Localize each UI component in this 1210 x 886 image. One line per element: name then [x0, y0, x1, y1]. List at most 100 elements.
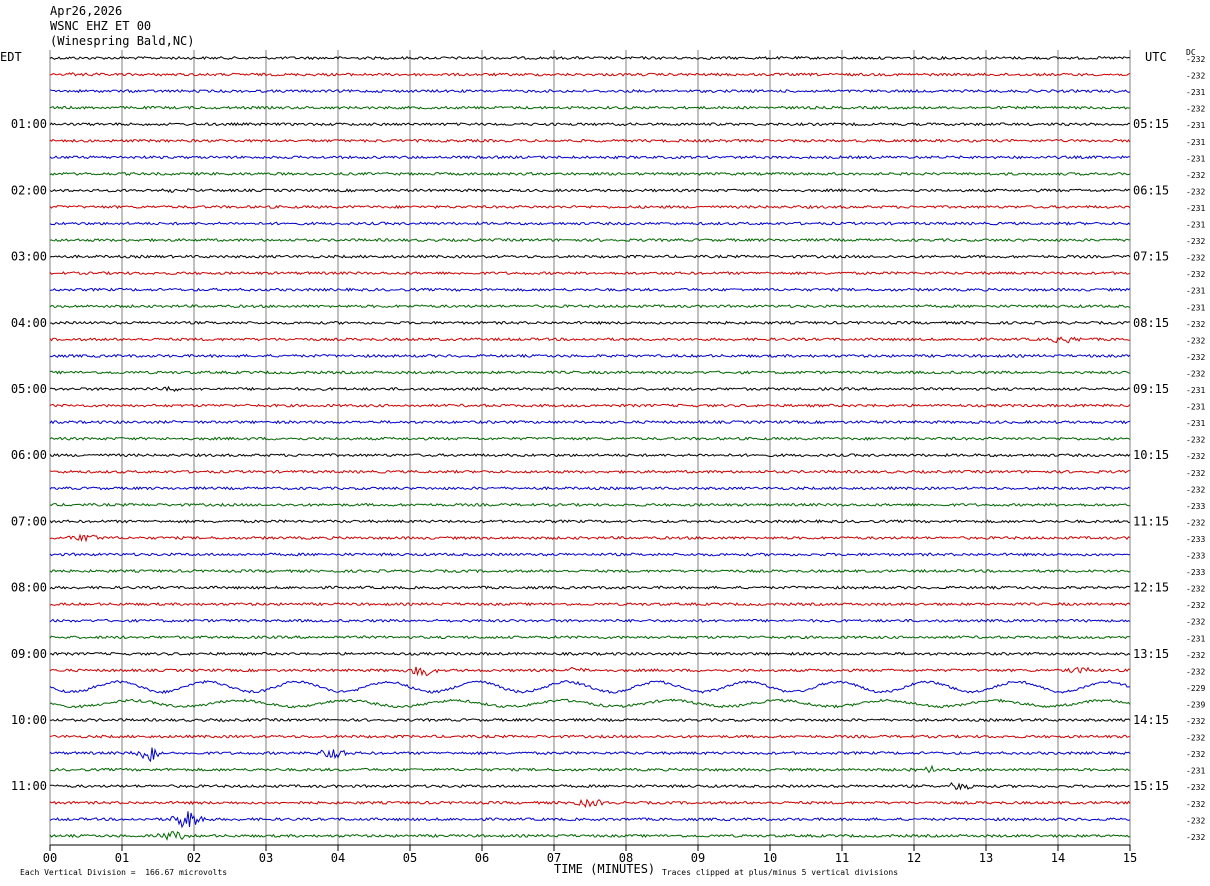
dc-offset-label: -231 [1186, 303, 1205, 312]
trace-row-40 [49, 717, 1131, 723]
hour-label-edt: 03:00 [11, 250, 47, 264]
trace-row-25 [49, 469, 1131, 474]
trace-row-13 [49, 270, 1131, 276]
x-tick-label: 03 [259, 851, 273, 865]
dc-offset-label: -232 [1186, 436, 1205, 445]
trace-row-43 [49, 764, 1131, 774]
trace-row-42 [49, 747, 1131, 763]
trace-row-18 [49, 353, 1131, 359]
hour-label-edt: 11:00 [11, 779, 47, 793]
trace-row-5 [49, 138, 1131, 143]
dc-offset-label: -231 [1186, 221, 1205, 230]
x-tick-label: 05 [403, 851, 417, 865]
trace-row-21 [49, 403, 1131, 408]
x-axis-title: TIME (MINUTES) [554, 862, 656, 876]
trace-row-23 [49, 436, 1131, 441]
dc-offset-label: -232 [1186, 800, 1205, 809]
trace-row-30 [49, 552, 1131, 557]
dc-offset-label: -232 [1186, 270, 1205, 279]
trace-row-27 [49, 502, 1131, 507]
hour-label-edt: 05:00 [11, 382, 47, 396]
hour-label-utc: 07:15 [1133, 250, 1169, 264]
trace-row-32 [49, 585, 1131, 590]
hour-label-edt: 09:00 [11, 647, 47, 661]
x-tick-label: 08 [619, 851, 633, 865]
trace-row-35 [49, 635, 1131, 640]
dc-offset-label: -231 [1186, 138, 1205, 147]
x-tick-label: 09 [691, 851, 705, 865]
trace-row-31 [49, 568, 1131, 574]
left-timezone-label: EDT [0, 50, 22, 64]
dc-offset-label: -232 [1186, 601, 1205, 610]
trace-row-4 [49, 122, 1131, 127]
trace-row-8 [49, 188, 1131, 193]
dc-offset-label: -232 [1186, 336, 1205, 345]
dc-offset-label: -232 [1186, 320, 1205, 329]
hour-label-utc: 14:15 [1133, 713, 1169, 727]
dc-offset-label: -231 [1186, 88, 1205, 97]
trace-row-33 [49, 601, 1131, 607]
hour-label-utc: 13:15 [1133, 647, 1169, 661]
x-tick-label: 07 [547, 851, 561, 865]
dc-offset-label: -231 [1186, 204, 1205, 213]
trace-row-19 [49, 370, 1131, 375]
dc-offset-label: -231 [1186, 154, 1205, 163]
dc-offset-label: -232 [1186, 452, 1205, 461]
station-code: WSNC EHZ ET 00 [50, 19, 152, 33]
trace-row-9 [49, 204, 1131, 210]
x-tick-label: 13 [979, 851, 993, 865]
scale-note: Each Vertical Division = 166.67 microvol… [20, 868, 228, 877]
hour-label-edt: 02:00 [11, 183, 47, 197]
trace-row-15 [49, 304, 1131, 309]
x-tick-label: 01 [115, 851, 129, 865]
trace-row-11 [49, 237, 1131, 243]
dc-offset-label: -232 [1186, 55, 1205, 64]
trace-row-16 [49, 320, 1131, 326]
hour-label-edt: 04:00 [11, 316, 47, 330]
trace-row-22 [49, 419, 1131, 425]
trace-row-0 [49, 55, 1131, 61]
trace-row-20 [49, 385, 1131, 393]
x-tick-label: 12 [907, 851, 921, 865]
trace-row-10 [49, 221, 1131, 226]
station-location: (Winespring Bald,NC) [50, 34, 195, 48]
dc-offset-label: -231 [1186, 121, 1205, 130]
dc-offset-label: -232 [1186, 187, 1205, 196]
trace-row-36 [49, 651, 1131, 657]
trace-row-6 [49, 155, 1131, 160]
trace-row-37 [49, 666, 1131, 677]
hour-label-edt: 10:00 [11, 713, 47, 727]
trace-row-26 [49, 486, 1131, 491]
hour-label-utc: 08:15 [1133, 316, 1169, 330]
trace-row-46 [49, 811, 1131, 829]
dc-offset-label: -232 [1186, 783, 1205, 792]
dc-offset-label: -232 [1186, 369, 1205, 378]
dc-offset-label: -232 [1186, 105, 1205, 114]
dc-offset-label: -232 [1186, 667, 1205, 676]
dc-offset-label: -232 [1186, 254, 1205, 263]
dc-offset-label: -232 [1186, 485, 1205, 494]
plot-date: Apr26,2026 [50, 4, 123, 18]
trace-row-45 [49, 798, 1131, 808]
dc-offset-label: -239 [1186, 700, 1205, 709]
trace-row-12 [49, 254, 1131, 259]
x-tick-label: 10 [763, 851, 777, 865]
dc-offset-label: -233 [1186, 535, 1205, 544]
dc-offset-label: -232 [1186, 618, 1205, 627]
trace-row-44 [49, 781, 1131, 791]
dc-offset-label: -232 [1186, 816, 1205, 825]
x-tick-label: 14 [1051, 851, 1065, 865]
hour-label-edt: 06:00 [11, 448, 47, 462]
dc-offset-label: -232 [1186, 353, 1205, 362]
trace-row-41 [49, 734, 1131, 739]
dc-offset-label: -231 [1186, 403, 1205, 412]
trace-row-2 [49, 88, 1131, 94]
x-tick-label: 02 [187, 851, 201, 865]
dc-offset-label: -231 [1186, 767, 1205, 776]
x-tick-label: 06 [475, 851, 489, 865]
trace-row-17 [49, 336, 1131, 344]
dc-offset-label: -232 [1186, 833, 1205, 842]
x-tick-label: 04 [331, 851, 345, 865]
dc-offset-label: -233 [1186, 568, 1205, 577]
trace-row-38 [49, 679, 1130, 694]
